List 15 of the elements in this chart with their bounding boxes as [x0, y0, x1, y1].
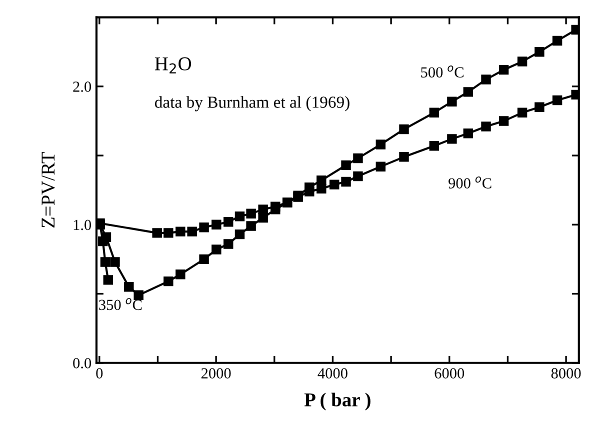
y-tick-label: 0.0 — [73, 358, 92, 368]
series-label: 900 $^{o}$C — [448, 176, 492, 188]
annotation: data by Burnham et al (1969) — [154, 96, 350, 112]
x-axis-title: P ( bar ) — [304, 392, 370, 410]
y-tick-label: 1.0 — [74, 220, 92, 230]
x-tick-label: 2000 — [201, 368, 231, 378]
x-tick-label: 4000 — [318, 368, 348, 378]
series-label: 500 $^{o}$C — [421, 66, 464, 78]
y-axis-title: Z=PV/RT — [42, 152, 55, 228]
x-tick-label: 0 — [96, 368, 103, 378]
x-tick-label: 8000 — [551, 368, 581, 378]
series-label: 350 $^{o}$C — [99, 298, 142, 310]
y-tick-label: 2.0 — [73, 82, 92, 92]
annotation: H$_{2}$O — [154, 57, 192, 74]
x-tick-label: 6000 — [434, 368, 464, 378]
